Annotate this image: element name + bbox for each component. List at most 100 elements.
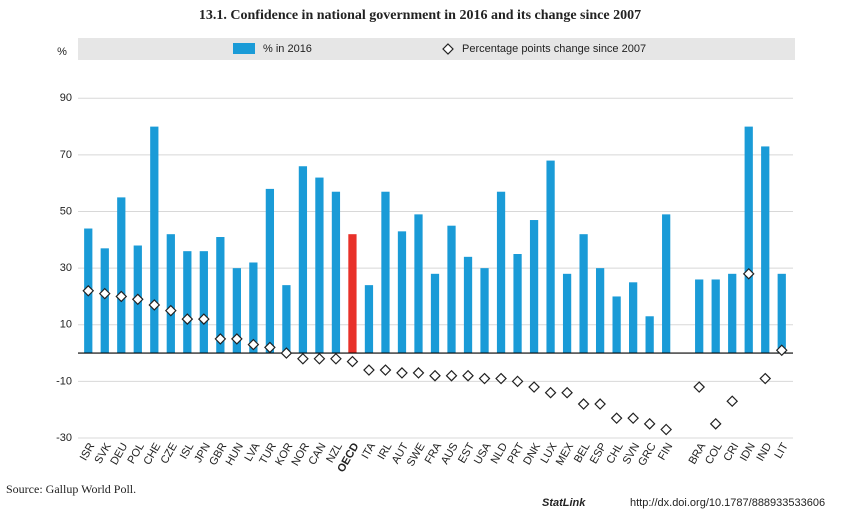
diamond-marker	[511, 375, 524, 388]
bar	[430, 273, 440, 354]
bar	[298, 166, 308, 354]
diamond-marker	[131, 293, 144, 306]
bar	[183, 251, 192, 354]
x-tick-label: DEU	[108, 441, 130, 467]
bar	[695, 279, 704, 354]
y-tick-label: 10	[60, 319, 72, 331]
bar	[249, 262, 258, 354]
chart-title: 13.1. Confidence in national government …	[199, 8, 641, 23]
bar	[546, 160, 555, 354]
legend-marker	[442, 43, 454, 55]
diamond-marker	[346, 355, 359, 368]
diamond-marker	[759, 372, 772, 385]
diamond-marker	[462, 369, 474, 382]
bar	[529, 220, 539, 354]
bar	[315, 177, 324, 354]
diamond-marker	[247, 338, 260, 351]
y-tick-label: 70	[60, 149, 72, 161]
diamond-marker	[379, 364, 392, 376]
diamond-marker	[528, 381, 540, 393]
diamond-marker	[495, 372, 507, 385]
statlink: StatLink	[542, 497, 586, 509]
diamond-marker	[330, 352, 342, 365]
bar	[480, 268, 489, 354]
x-tick-label: CAN	[307, 441, 329, 467]
x-tick-label: HUN	[224, 441, 246, 468]
x-tick-label: CHE	[141, 441, 163, 467]
bar	[100, 248, 109, 354]
bar	[728, 273, 737, 354]
x-tick-label: SWE	[405, 441, 428, 469]
bar	[199, 251, 208, 354]
diamond-marker	[478, 372, 491, 385]
x-tick-label: GRC	[636, 441, 659, 468]
diamond-marker	[660, 423, 673, 436]
x-tick-label: FIN	[656, 441, 675, 462]
x-tick-label: ESP	[588, 441, 609, 466]
bar	[744, 126, 753, 354]
x-tick-label: IDN	[738, 441, 758, 463]
x-tick-label: CRI	[721, 441, 741, 463]
legend-swatch	[233, 43, 255, 54]
x-tick-label: LIT	[773, 441, 791, 461]
diamond-marker	[709, 417, 722, 430]
diamond-marker	[164, 304, 177, 317]
diamond-marker	[544, 386, 557, 399]
diamond-marker	[231, 333, 243, 345]
bar	[232, 268, 241, 354]
y-tick-label: 90	[60, 92, 72, 104]
diamond-marker	[82, 284, 95, 297]
diamond-marker	[627, 412, 639, 425]
y-tick-label: 50	[60, 205, 72, 217]
x-tick-label: AUS	[439, 441, 461, 467]
bar	[496, 191, 506, 354]
bar	[761, 146, 770, 354]
diamond-marker	[594, 398, 606, 410]
y-unit: %	[57, 46, 67, 58]
bar	[216, 237, 225, 354]
x-tick-label: CZE	[159, 441, 180, 466]
diamond-marker	[148, 299, 161, 311]
diamond-marker	[561, 386, 573, 399]
diamond-marker	[775, 344, 788, 357]
bar	[662, 214, 671, 354]
diamond-marker	[577, 398, 590, 410]
bar	[645, 316, 654, 354]
diamond-marker	[445, 369, 458, 382]
diamond-marker	[214, 333, 227, 345]
diamond-marker	[197, 313, 210, 325]
diamond-marker	[742, 267, 755, 280]
bar	[331, 191, 341, 354]
diamond-marker	[363, 364, 375, 376]
bar	[777, 273, 786, 354]
bar	[579, 234, 588, 354]
diamond-marker	[726, 395, 739, 408]
diamond-marker	[429, 369, 441, 382]
diamond-marker	[181, 313, 194, 325]
x-tick-label: COL	[703, 441, 725, 467]
bar	[595, 268, 605, 354]
bar	[150, 126, 159, 354]
bar	[381, 191, 390, 354]
bar	[711, 279, 720, 354]
link[interactable]: http://dx.doi.org/10.1787/888933533606	[630, 497, 825, 509]
bar	[447, 225, 456, 354]
bar	[612, 296, 621, 354]
x-tick-label: NLD	[489, 441, 510, 466]
bar	[348, 234, 357, 354]
diamond-marker	[610, 412, 623, 425]
x-tick-label: USA	[472, 440, 494, 466]
legend-label: Percentage points change since 2007	[462, 43, 646, 55]
diamond-marker	[643, 417, 656, 430]
x-tick-label: MEX	[554, 440, 577, 467]
bar	[414, 214, 423, 354]
bar	[117, 197, 126, 354]
bar	[364, 285, 374, 354]
y-tick-label: -30	[56, 432, 72, 444]
diamond-marker	[115, 290, 128, 303]
diamond-marker	[693, 381, 706, 393]
bar	[562, 273, 572, 354]
diamond-marker	[313, 352, 326, 365]
y-tick-label: -10	[56, 375, 72, 387]
